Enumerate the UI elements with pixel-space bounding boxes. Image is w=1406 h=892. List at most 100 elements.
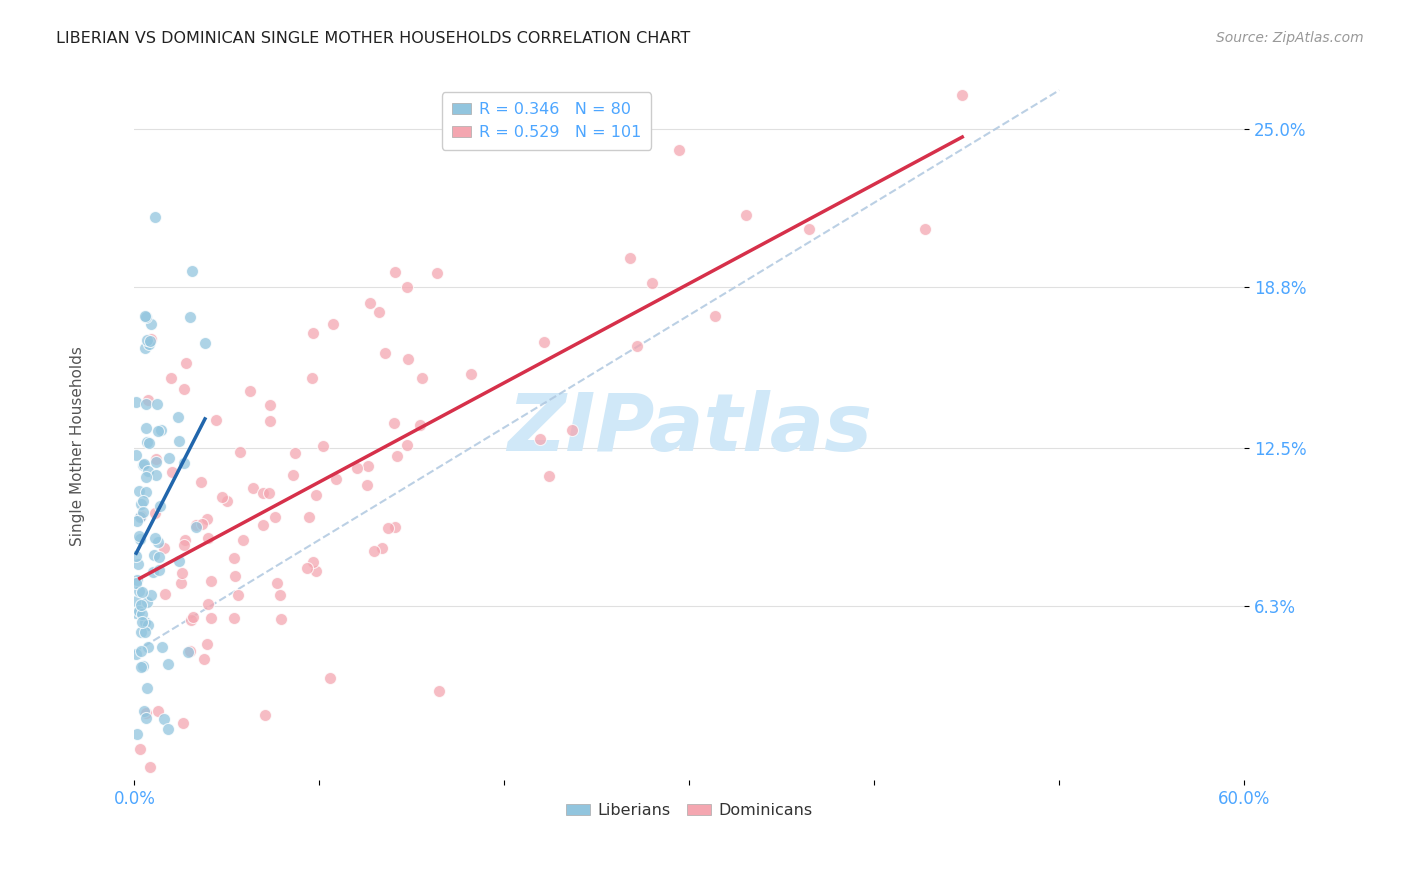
Point <box>668 143 690 157</box>
Point <box>797 222 820 236</box>
Point <box>157 657 180 671</box>
Point <box>125 727 148 741</box>
Point <box>224 611 246 625</box>
Point <box>143 210 166 224</box>
Point <box>184 517 207 532</box>
Point <box>167 554 190 568</box>
Point <box>157 450 180 465</box>
Point <box>180 613 202 627</box>
Point <box>128 528 150 542</box>
Point <box>382 416 405 430</box>
Point <box>125 576 148 591</box>
Point <box>735 208 758 222</box>
Point <box>263 510 285 524</box>
Point <box>125 606 148 620</box>
Point <box>186 519 208 533</box>
Point <box>427 684 450 698</box>
Point <box>363 544 385 558</box>
Point <box>148 549 170 564</box>
Point <box>197 531 219 545</box>
Point <box>305 488 328 502</box>
Point <box>157 723 180 737</box>
Point <box>222 550 245 565</box>
Point <box>460 367 482 381</box>
Point <box>136 434 159 449</box>
Point <box>204 412 226 426</box>
Point <box>194 336 217 351</box>
Point <box>145 531 167 545</box>
Point <box>191 516 214 531</box>
Point <box>129 509 152 524</box>
Point <box>139 588 162 602</box>
Point <box>134 341 156 355</box>
Point <box>135 681 157 695</box>
Point <box>139 334 162 349</box>
Point <box>153 541 176 555</box>
Point <box>125 549 148 563</box>
Text: Source: ZipAtlas.com: Source: ZipAtlas.com <box>1216 31 1364 45</box>
Text: Single Mother Households: Single Mother Households <box>70 346 84 546</box>
Point <box>174 533 197 548</box>
Point <box>257 486 280 500</box>
Point <box>153 712 176 726</box>
Point <box>125 574 148 588</box>
Point <box>138 436 160 450</box>
Point <box>135 420 157 434</box>
Point <box>384 520 406 534</box>
Point <box>239 384 262 399</box>
Point <box>132 458 155 472</box>
Point <box>125 648 148 662</box>
Point <box>141 317 163 331</box>
Point <box>132 505 155 519</box>
Point <box>148 563 170 577</box>
Point <box>270 612 292 626</box>
Point <box>252 485 274 500</box>
Point <box>145 467 167 482</box>
Point <box>131 615 153 630</box>
Point <box>150 423 173 437</box>
Point <box>181 610 204 624</box>
Text: ZIPatlas: ZIPatlas <box>506 390 872 467</box>
Point <box>200 611 222 625</box>
Point <box>396 280 419 294</box>
Text: LIBERIAN VS DOMINICAN SINGLE MOTHER HOUSEHOLDS CORRELATION CHART: LIBERIAN VS DOMINICAN SINGLE MOTHER HOUS… <box>56 31 690 46</box>
Point <box>538 468 561 483</box>
Point <box>281 468 304 483</box>
Point <box>950 88 973 103</box>
Point <box>269 588 291 602</box>
Point <box>128 604 150 618</box>
Point <box>385 449 408 463</box>
Point <box>131 607 153 621</box>
Point <box>128 484 150 499</box>
Point <box>179 644 201 658</box>
Point <box>134 615 156 629</box>
Point <box>371 541 394 555</box>
Point <box>135 484 157 499</box>
Point <box>134 457 156 471</box>
Point <box>346 461 368 475</box>
Point <box>395 437 418 451</box>
Point <box>142 565 165 579</box>
Point <box>131 625 153 640</box>
Point <box>297 560 319 574</box>
Point <box>377 521 399 535</box>
Point <box>259 413 281 427</box>
Point <box>619 251 641 265</box>
Point <box>145 452 167 467</box>
Point <box>359 295 381 310</box>
Point <box>641 276 664 290</box>
Point <box>129 644 152 658</box>
Point <box>411 370 433 384</box>
Point <box>325 473 347 487</box>
Point <box>129 533 152 547</box>
Point <box>197 598 219 612</box>
Point <box>125 515 148 529</box>
Point <box>301 371 323 385</box>
Point <box>259 398 281 412</box>
Point <box>302 326 325 340</box>
Point <box>153 587 176 601</box>
Point <box>229 445 252 459</box>
Point <box>368 305 391 319</box>
Point <box>135 706 157 721</box>
Point <box>195 512 218 526</box>
